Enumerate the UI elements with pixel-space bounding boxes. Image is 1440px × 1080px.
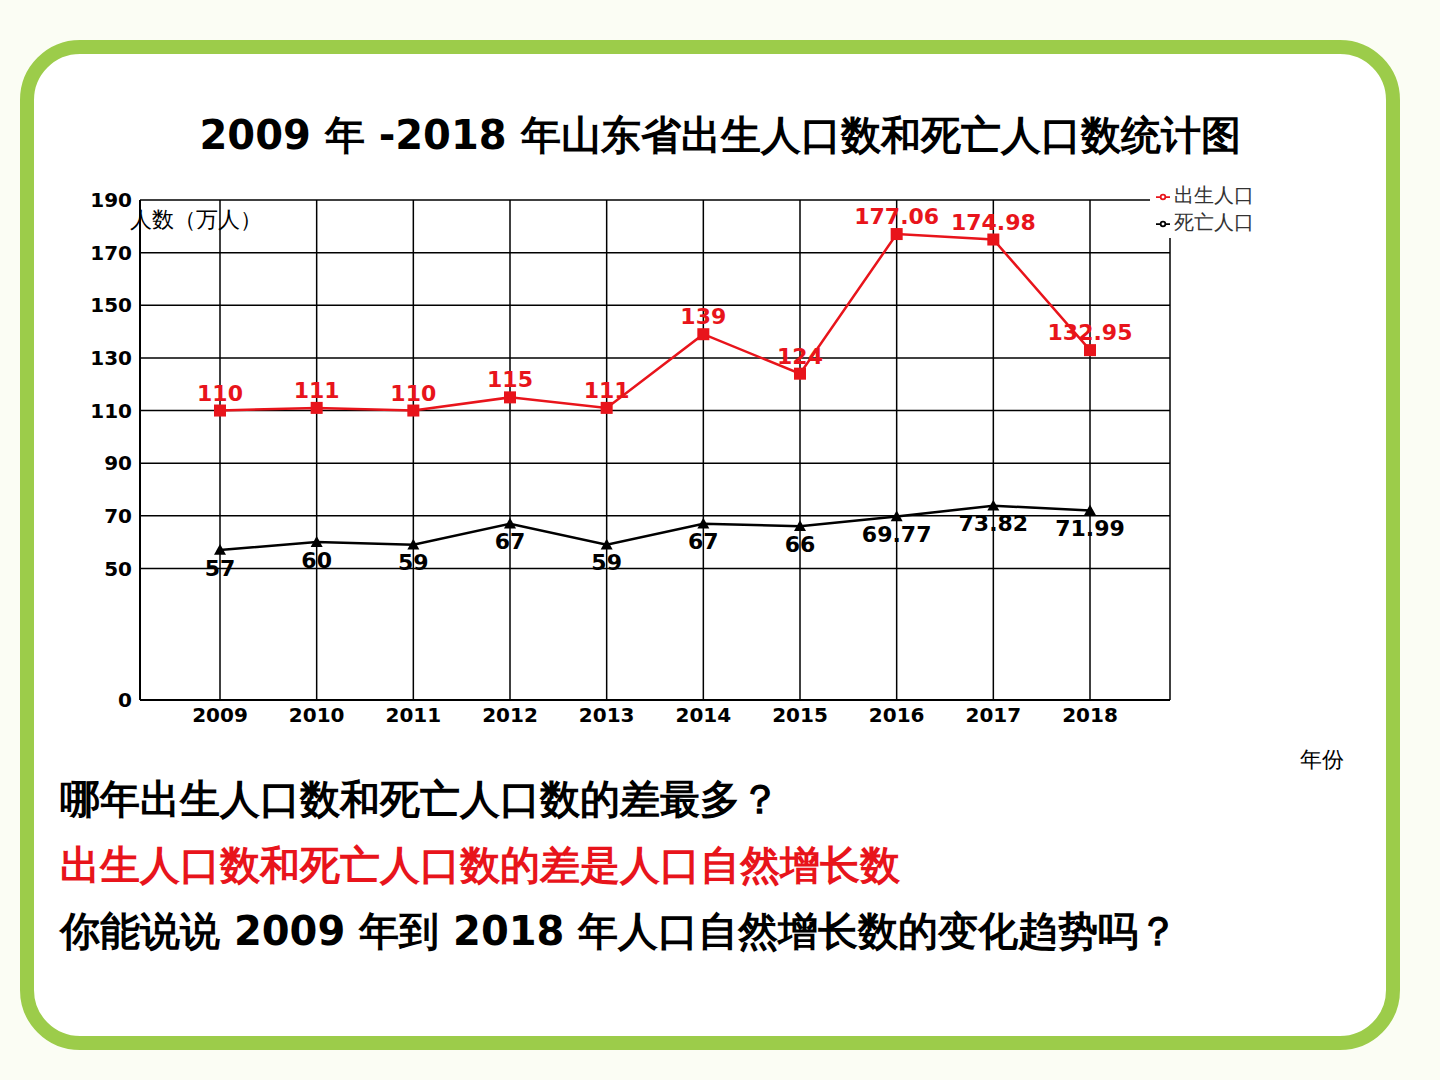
html-text:死亡人口: 死亡人口 — [1174, 210, 1254, 234]
svg-text:2012: 2012 — [482, 703, 538, 727]
html-text:出生人口: 出生人口 — [1174, 183, 1254, 207]
svg-text:174.98: 174.98 — [951, 210, 1036, 235]
svg-text:2010: 2010 — [289, 703, 345, 727]
svg-text:60: 60 — [301, 548, 332, 573]
svg-text:177.06: 177.06 — [854, 204, 939, 229]
svg-text:57: 57 — [205, 556, 236, 581]
svg-text:59: 59 — [591, 550, 622, 575]
html-text:哪年出生人口数和死亡人口数的差最多？: 哪年出生人口数和死亡人口数的差最多？ — [60, 776, 780, 822]
svg-text:111: 111 — [584, 378, 630, 403]
svg-text:115: 115 — [487, 367, 533, 392]
svg-text:190: 190 — [90, 188, 132, 212]
html-text:人数（万人）: 人数（万人） — [130, 207, 262, 232]
svg-text:73.82: 73.82 — [959, 511, 1029, 536]
svg-text:110: 110 — [197, 381, 243, 406]
svg-text:2013: 2013 — [579, 703, 635, 727]
svg-text:130: 130 — [90, 346, 132, 370]
svg-text:110: 110 — [390, 381, 436, 406]
svg-text:2009: 2009 — [192, 703, 248, 727]
html-text:你能说说 2009 年到 2018 年人口自然增长数的变化趋: 你能说说 2009 年到 2018 年人口自然增长数的变化趋势吗？ — [60, 908, 1179, 954]
svg-text:2014: 2014 — [675, 703, 731, 727]
svg-text:170: 170 — [90, 241, 132, 265]
html-text:2009 年 -2018 年山东省出生人口数和死亡人口数统计: 2009 年 -2018 年山东省出生人口数和死亡人口数统计图 — [199, 112, 1241, 158]
svg-text:67: 67 — [495, 529, 526, 554]
svg-text:70: 70 — [104, 504, 132, 528]
svg-text:124: 124 — [777, 344, 823, 369]
svg-text:0: 0 — [118, 688, 132, 712]
html-text:出生人口数和死亡人口数的差是人口自然增长数: 出生人口数和死亡人口数的差是人口自然增长数 — [60, 842, 900, 888]
html-text:年份: 年份 — [1300, 747, 1344, 772]
svg-text:2017: 2017 — [965, 703, 1021, 727]
svg-text:132.95: 132.95 — [1048, 320, 1133, 345]
svg-text:71.99: 71.99 — [1055, 516, 1125, 541]
svg-text:67: 67 — [688, 529, 719, 554]
svg-text:90: 90 — [104, 451, 132, 475]
svg-text:2011: 2011 — [385, 703, 441, 727]
svg-text:66: 66 — [785, 532, 816, 557]
svg-text:50: 50 — [104, 557, 132, 581]
svg-text:111: 111 — [294, 378, 340, 403]
svg-text:2016: 2016 — [869, 703, 925, 727]
svg-text:139: 139 — [680, 304, 726, 329]
svg-text:2018: 2018 — [1062, 703, 1118, 727]
svg-text:69.77: 69.77 — [862, 522, 932, 547]
svg-text:150: 150 — [90, 293, 132, 317]
svg-text:110: 110 — [90, 399, 132, 423]
svg-text:59: 59 — [398, 550, 429, 575]
svg-text:2015: 2015 — [772, 703, 828, 727]
